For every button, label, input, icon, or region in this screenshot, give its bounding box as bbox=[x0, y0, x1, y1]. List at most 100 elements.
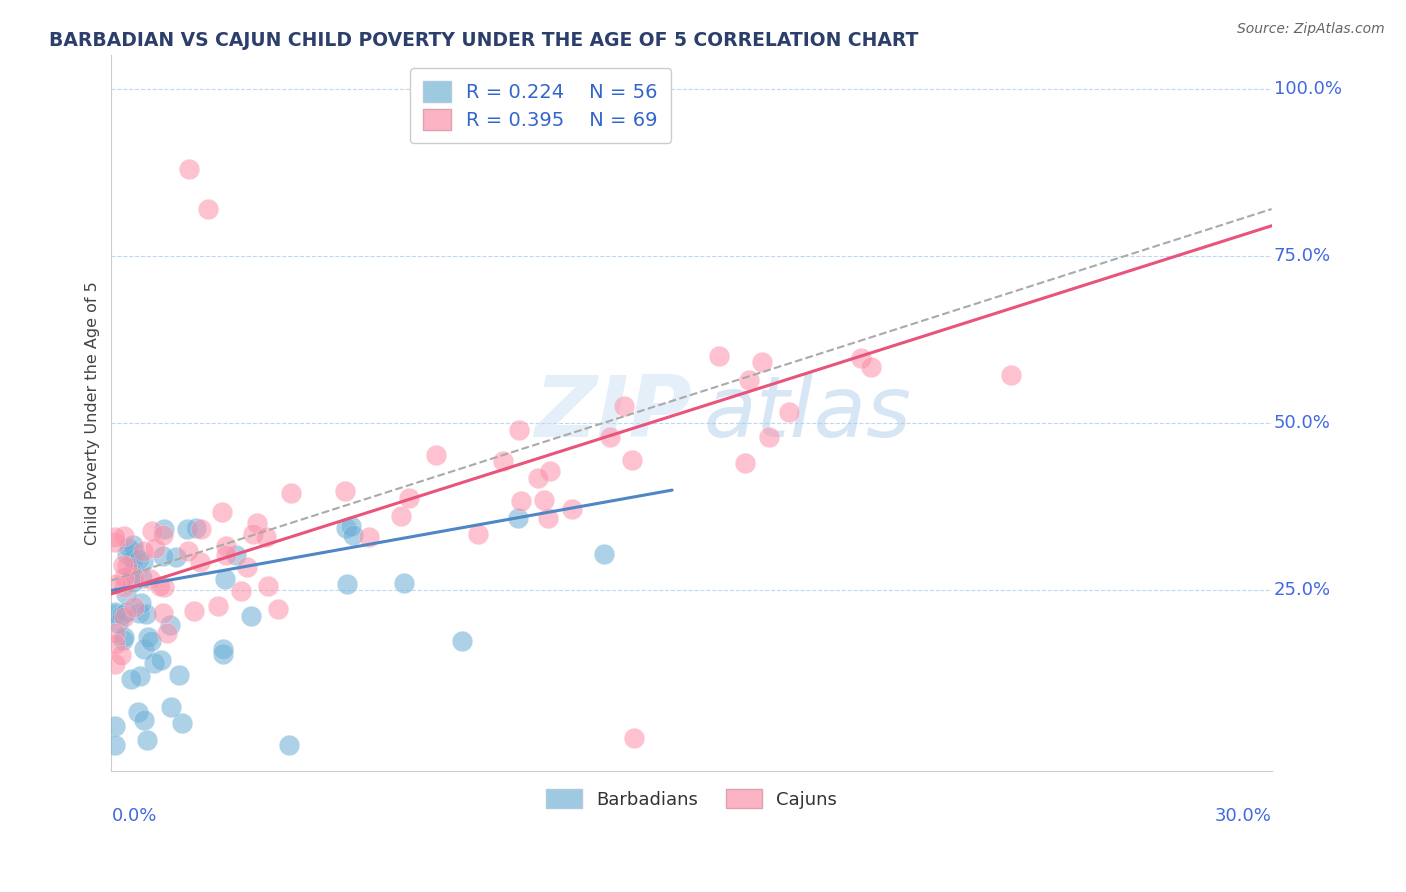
Point bbox=[112, 580, 135, 594]
Point bbox=[121, 566, 143, 580]
Point bbox=[107, 616, 129, 631]
Point bbox=[510, 493, 533, 508]
Text: 50.0%: 50.0% bbox=[1274, 414, 1331, 433]
Text: BARBADIAN VS CAJUN CHILD POVERTY UNDER THE AGE OF 5 CORRELATION CHART: BARBADIAN VS CAJUN CHILD POVERTY UNDER T… bbox=[49, 31, 918, 50]
Text: 25.0%: 25.0% bbox=[1274, 582, 1331, 599]
Point bbox=[122, 544, 145, 558]
Point bbox=[197, 202, 219, 216]
Point bbox=[124, 599, 146, 614]
Point bbox=[169, 668, 191, 682]
Point bbox=[392, 575, 415, 590]
Point bbox=[121, 552, 143, 566]
Point bbox=[215, 539, 238, 553]
Point bbox=[160, 700, 183, 714]
Point bbox=[115, 587, 138, 601]
Text: 75.0%: 75.0% bbox=[1274, 247, 1331, 265]
Point bbox=[734, 456, 756, 470]
Point bbox=[342, 528, 364, 542]
Point bbox=[111, 558, 134, 573]
Point bbox=[104, 605, 127, 619]
Point bbox=[335, 483, 357, 498]
Point bbox=[153, 522, 176, 536]
Point bbox=[112, 569, 135, 583]
Point bbox=[621, 453, 644, 467]
Point bbox=[389, 509, 412, 524]
Point bbox=[104, 738, 127, 752]
Point bbox=[127, 705, 149, 719]
Point bbox=[1000, 368, 1022, 382]
Point bbox=[115, 605, 138, 619]
Point bbox=[751, 355, 773, 369]
Point bbox=[599, 430, 621, 444]
Point bbox=[508, 423, 530, 437]
Point bbox=[110, 648, 132, 663]
Point bbox=[246, 516, 269, 531]
Point bbox=[467, 526, 489, 541]
Point bbox=[121, 672, 143, 686]
Point bbox=[188, 555, 211, 569]
Text: 30.0%: 30.0% bbox=[1215, 807, 1271, 825]
Point bbox=[738, 373, 761, 387]
Point bbox=[139, 634, 162, 648]
Point bbox=[104, 625, 127, 640]
Point bbox=[239, 609, 262, 624]
Point bbox=[112, 610, 135, 624]
Point bbox=[132, 555, 155, 569]
Point bbox=[231, 583, 253, 598]
Point bbox=[156, 626, 179, 640]
Point bbox=[451, 634, 474, 648]
Point bbox=[254, 530, 277, 544]
Text: 100.0%: 100.0% bbox=[1274, 79, 1341, 97]
Point bbox=[132, 641, 155, 656]
Point bbox=[778, 405, 800, 419]
Point bbox=[122, 538, 145, 552]
Point bbox=[131, 544, 153, 558]
Point bbox=[190, 522, 212, 536]
Point bbox=[212, 648, 235, 662]
Point bbox=[537, 510, 560, 524]
Point bbox=[849, 351, 872, 366]
Point bbox=[131, 571, 153, 585]
Point bbox=[115, 547, 138, 561]
Point bbox=[506, 510, 529, 524]
Point bbox=[112, 630, 135, 644]
Point bbox=[707, 350, 730, 364]
Point bbox=[526, 471, 548, 485]
Point bbox=[340, 518, 363, 533]
Point bbox=[122, 569, 145, 583]
Point bbox=[758, 429, 780, 443]
Point bbox=[153, 580, 176, 594]
Point bbox=[150, 653, 173, 667]
Point bbox=[136, 733, 159, 747]
Point bbox=[236, 560, 259, 574]
Point bbox=[104, 530, 127, 544]
Point bbox=[215, 548, 238, 562]
Point bbox=[129, 669, 152, 683]
Point bbox=[136, 631, 159, 645]
Point bbox=[425, 448, 447, 462]
Point bbox=[207, 599, 229, 613]
Point bbox=[613, 399, 636, 413]
Text: ZIP: ZIP bbox=[534, 372, 692, 455]
Point bbox=[152, 549, 174, 563]
Point bbox=[128, 552, 150, 566]
Point bbox=[183, 604, 205, 618]
Point bbox=[277, 738, 299, 752]
Point bbox=[176, 544, 198, 558]
Point bbox=[139, 572, 162, 586]
Point bbox=[122, 575, 145, 590]
Legend: Barbadians, Cajuns: Barbadians, Cajuns bbox=[538, 782, 844, 816]
Point bbox=[242, 526, 264, 541]
Point bbox=[104, 719, 127, 733]
Point bbox=[336, 576, 359, 591]
Point bbox=[132, 713, 155, 727]
Y-axis label: Child Poverty Under the Age of 5: Child Poverty Under the Age of 5 bbox=[86, 281, 100, 545]
Point bbox=[177, 161, 200, 176]
Point bbox=[152, 606, 174, 620]
Point bbox=[184, 521, 207, 535]
Point bbox=[561, 502, 583, 516]
Point bbox=[225, 548, 247, 562]
Point bbox=[104, 637, 127, 651]
Point bbox=[170, 715, 193, 730]
Point bbox=[398, 491, 420, 505]
